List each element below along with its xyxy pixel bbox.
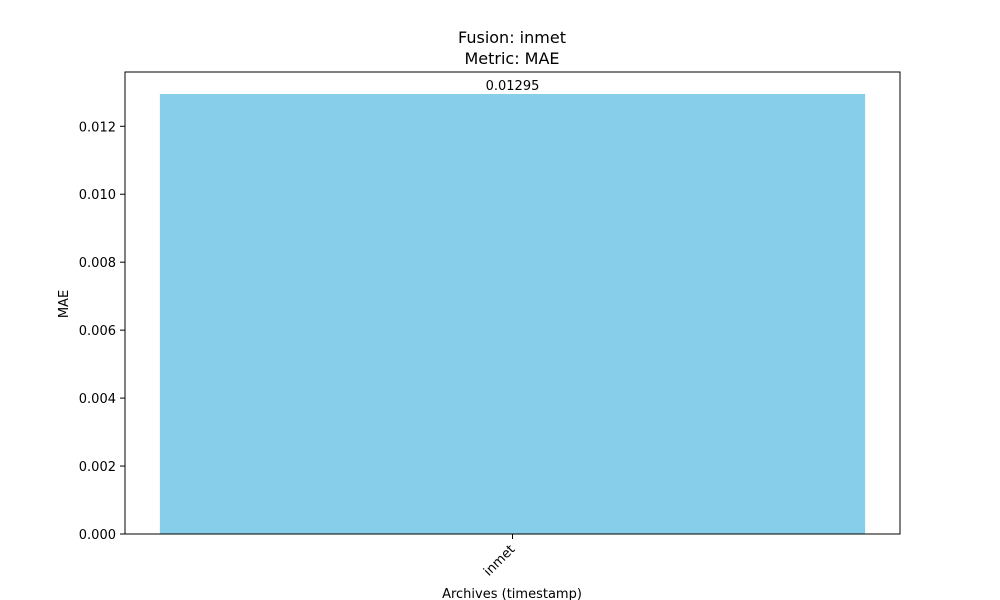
bar-inmet: [159, 94, 866, 534]
x-tick-label: inmet: [481, 542, 518, 579]
y-tick-label: 0.006: [79, 324, 116, 339]
y-tick-label: 0.012: [79, 120, 116, 135]
y-axis: 0.000 0.002 0.004 0.006 0.008 0.010 0.012: [79, 120, 125, 543]
chart-subtitle: Metric: MAE: [464, 49, 559, 68]
x-axis: inmet: [481, 534, 518, 579]
bar-value-label: 0.01295: [486, 79, 540, 94]
y-tick-label: 0.000: [79, 528, 116, 543]
bars-layer: 0.01295: [159, 79, 866, 534]
y-tick-label: 0.010: [79, 188, 116, 203]
y-tick-label: 0.002: [79, 460, 116, 475]
x-axis-label: Archives (timestamp): [442, 587, 582, 600]
chart-title: Fusion: inmet: [458, 28, 566, 47]
plot-frame: [124, 71, 901, 535]
y-axis-label: MAE: [57, 290, 72, 318]
y-tick-label: 0.004: [79, 392, 116, 407]
y-tick-label: 0.008: [79, 256, 116, 271]
